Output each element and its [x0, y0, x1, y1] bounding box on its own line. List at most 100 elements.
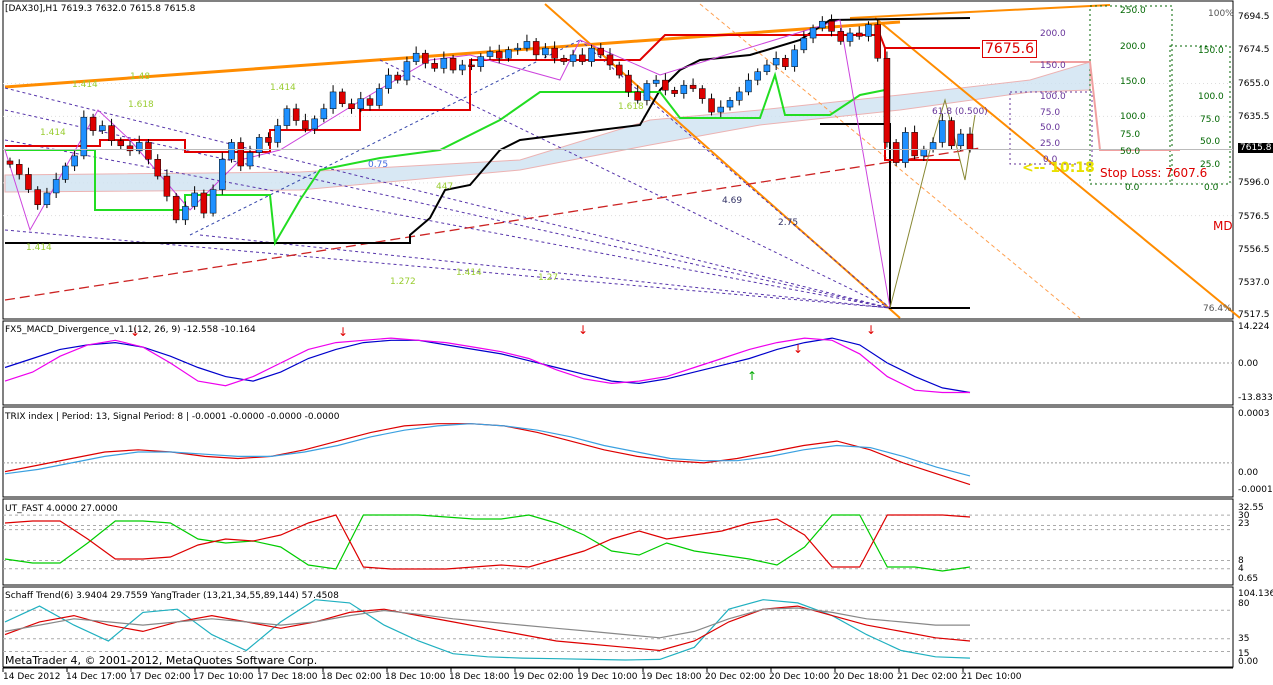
candle-bear: [625, 74, 632, 93]
time-tick: 17 Dec 02:00: [130, 672, 191, 682]
candle-bull: [800, 37, 808, 51]
utfast-tick: 30: [1238, 511, 1250, 521]
candle-bull: [274, 125, 281, 143]
time-tick: 17 Dec 18:00: [257, 672, 318, 682]
ratio-label: 1.414: [40, 128, 66, 138]
candle-bear: [15, 164, 23, 175]
time-tick: 20 Dec 18:00: [833, 672, 894, 682]
ratio-label: 1.48: [130, 72, 151, 82]
fan-line: [189, 39, 581, 236]
time-tick: 21 Dec 02:00: [897, 672, 958, 682]
ratio-label: 1.272: [390, 277, 416, 287]
series-line-red: [4, 514, 971, 570]
candle-bear: [615, 64, 623, 76]
time-tick: 19 Dec 18:00: [641, 672, 702, 682]
trix-tick: 0.0003: [1238, 409, 1270, 419]
indicator-lines: ↓ ↓ ↓ ↓ ↓ ↑: [3, 323, 1233, 661]
time-tick: 18 Dec 10:00: [385, 672, 446, 682]
candle-bull: [357, 98, 365, 110]
candle-bull: [135, 142, 143, 152]
price-tick: 7655.0: [1238, 79, 1270, 89]
utfast-title: UT_FAST 4.0000 27.0000: [5, 504, 118, 514]
candle-bull: [846, 32, 854, 42]
candle-bear: [892, 142, 900, 163]
main-chart-title: [DAX30],H1 7619.3 7632.0 7615.8 7615.8: [5, 4, 196, 14]
ratio-label: 0.75: [368, 160, 389, 170]
candle-bull: [523, 41, 531, 49]
time-tick: 14 Dec 17:00: [66, 672, 127, 682]
candle-bear: [265, 137, 272, 143]
fib-box: [1169, 45, 1231, 185]
time-tick: 19 Dec 02:00: [513, 672, 574, 682]
candle-bull: [486, 51, 494, 57]
candle-bull: [80, 116, 88, 157]
candle-bull: [865, 24, 872, 37]
candle-bull: [745, 79, 752, 93]
candle-bull: [320, 108, 328, 120]
candle-bull: [819, 20, 826, 29]
candle-bear: [89, 116, 97, 131]
copyright-text: MetaTrader 4, © 2001-2012, MetaQuotes So…: [5, 654, 318, 667]
tick-marks: [2, 668, 964, 672]
candle-bull: [588, 47, 595, 62]
candle-bull: [772, 57, 780, 66]
fib-left-100: 100.0: [1040, 92, 1066, 102]
candle-bull: [754, 71, 761, 81]
candle-bear: [348, 103, 355, 110]
time-tick: 14 Dec 2012: [3, 672, 61, 682]
md-label: MD: [1213, 219, 1233, 233]
candle-bull: [209, 189, 217, 214]
candle-bull: [726, 100, 734, 108]
series-line-signal: [4, 337, 970, 394]
candle-bear: [145, 142, 152, 160]
price-tick: 7674.5: [1238, 45, 1270, 55]
ratio-label: 1.414: [26, 243, 52, 253]
candle-bull: [505, 49, 512, 59]
candle-bear: [126, 145, 134, 152]
candle-bear: [708, 98, 715, 113]
divergence-arrow: ↓: [338, 325, 348, 339]
utfast-tick: 8: [1238, 556, 1244, 566]
stepped-line-b: [820, 123, 970, 309]
fib-right-50: 50.0: [1200, 137, 1221, 147]
candle-bull: [652, 79, 660, 84]
fib-top-label: 100%: [1208, 9, 1234, 19]
price-tick: 7694.5: [1238, 12, 1270, 22]
candle-bull: [255, 137, 263, 153]
candle-bear: [237, 142, 245, 167]
candle-bull: [43, 192, 51, 205]
current-price-tag: 7615.8: [1238, 143, 1273, 153]
candle-bull: [735, 91, 743, 101]
channel-line-b: [874, 17, 1241, 319]
ratio-label: 2.75: [778, 218, 799, 228]
candle-bull: [412, 52, 420, 62]
candle-bear: [339, 91, 346, 104]
fan-line: [4, 109, 891, 309]
panel-frame: [2, 586, 1234, 668]
fib-mid-75: 75.0: [1120, 130, 1141, 140]
candle-bear: [172, 196, 180, 221]
candle-bull: [957, 133, 965, 147]
fib-bottom-label: 76.4%: [1203, 304, 1232, 314]
fib-left-75: 75.0: [1040, 108, 1061, 118]
price-tick: 7517.5: [1238, 310, 1270, 320]
price-tick: 7576.5: [1238, 212, 1270, 222]
candle-bull: [902, 132, 909, 163]
price-tick: 7556.5: [1238, 245, 1270, 255]
series-line-green: [4, 514, 971, 572]
candle-bear: [662, 79, 669, 91]
utfast-tick: 4: [1238, 564, 1244, 574]
candle-bear: [6, 160, 14, 165]
time-tick: 20 Dec 02:00: [705, 672, 766, 682]
fib-mid-100: 100.0: [1120, 112, 1146, 122]
fib-right-25: 25.0: [1200, 160, 1221, 170]
fib-note: 61.8 (0.500): [932, 107, 988, 117]
trend-line-upper: [4, 20, 901, 89]
kijun-line: [5, 34, 980, 153]
candle-bull: [71, 155, 78, 167]
candle-bear: [855, 32, 863, 37]
candle-bull: [809, 27, 817, 39]
zigzag-line: [4, 19, 891, 309]
tp-price-box: 7675.6: [982, 40, 1037, 58]
